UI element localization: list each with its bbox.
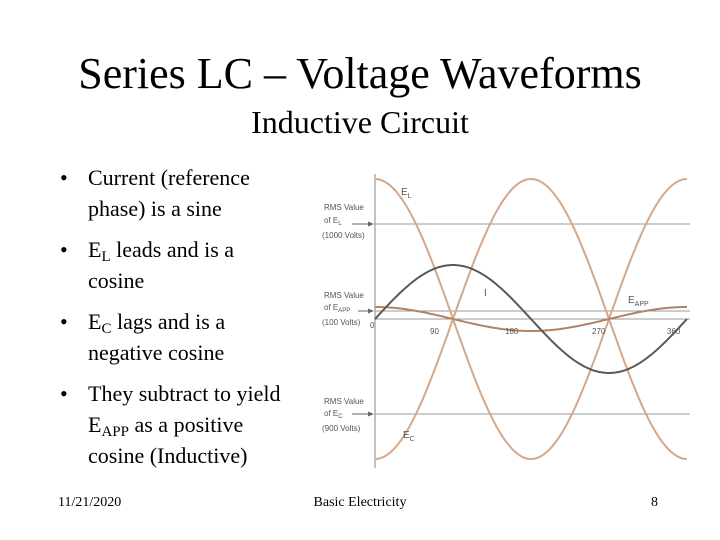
subscript: APP (101, 424, 129, 440)
bullet-item: • EL leads and is a cosine (58, 234, 328, 296)
bullet-text-line: Current (reference (88, 165, 250, 190)
slide-subtitle: Inductive Circuit (251, 104, 469, 140)
rms-ec-label: RMS Value (324, 397, 364, 406)
bullet-text-line: E (88, 309, 102, 334)
el-curve-label: EL (401, 187, 412, 200)
ec-curve-label: EC (403, 430, 415, 443)
bullet-text-line: as a positive (128, 412, 244, 437)
bullet-text-line: They subtract to yield (88, 381, 281, 406)
rms-eapp-label: RMS Value (324, 291, 364, 300)
eapp-waveform (375, 306, 687, 332)
el-waveform (374, 178, 688, 461)
rms-el-arrowhead (368, 221, 374, 227)
rms-el-label: RMS Value (324, 203, 364, 212)
bullet-text-line: negative cosine (88, 340, 225, 365)
footer-title: Basic Electricity (313, 495, 407, 510)
subscript: L (101, 249, 111, 265)
bullet-item: • They subtract to yield EAPP as a posit… (58, 378, 328, 471)
bullet-marker: • (60, 165, 68, 190)
bullet-marker: • (60, 237, 68, 262)
current-waveform (374, 264, 688, 374)
bullet-text-line: E (88, 237, 102, 262)
rms-el-label: of EL (324, 216, 342, 227)
angle-label-360: 360 (667, 327, 681, 336)
bullet-text-line: phase) is a sine (88, 196, 222, 221)
rms-eapp-arrowhead (368, 308, 374, 314)
bullet-marker: • (60, 309, 68, 334)
bullet-marker: • (60, 381, 68, 406)
subscript: C (101, 321, 112, 337)
bullet-text-line: E (88, 412, 102, 437)
ec-waveform (374, 177, 688, 460)
bullet-text-line: cosine (88, 268, 145, 293)
rms-eapp-label: of EAPP (324, 303, 350, 314)
rms-ec-label: (900 Volts) (322, 424, 361, 433)
bullet-text-line: lags and is a (111, 309, 226, 334)
footer-date: 11/21/2020 (58, 495, 122, 510)
waveform-figure: RMS Value of EL (1000 Volts) RMS Value o… (312, 168, 692, 472)
slide-title: Series LC – Voltage Waveforms (78, 49, 642, 98)
rms-el-label: (1000 Volts) (322, 231, 365, 240)
eapp-curve-label: EAPP (628, 295, 649, 308)
waveform-diagram: RMS Value of EL (1000 Volts) RMS Value o… (322, 174, 690, 468)
current-curve-label: I (484, 288, 487, 299)
rms-eapp-label: (100 Volts) (322, 318, 361, 327)
angle-label-270: 270 (592, 327, 606, 336)
angle-label-180: 180 (505, 327, 519, 336)
bullet-list: • Current (reference phase) is a sine • … (58, 162, 328, 481)
angle-label-90: 90 (430, 327, 439, 336)
rms-ec-label: of EC (324, 409, 343, 420)
bullet-text-line: cosine (Inductive) (88, 443, 248, 468)
angle-label-0: 0 (370, 321, 375, 330)
bullet-item: • Current (reference phase) is a sine (58, 162, 328, 224)
rms-ec-arrowhead (368, 411, 374, 417)
bullet-item: • EC lags and is a negative cosine (58, 306, 328, 368)
bullet-text-line: leads and is a (110, 237, 235, 262)
page-number: 8 (651, 495, 658, 510)
